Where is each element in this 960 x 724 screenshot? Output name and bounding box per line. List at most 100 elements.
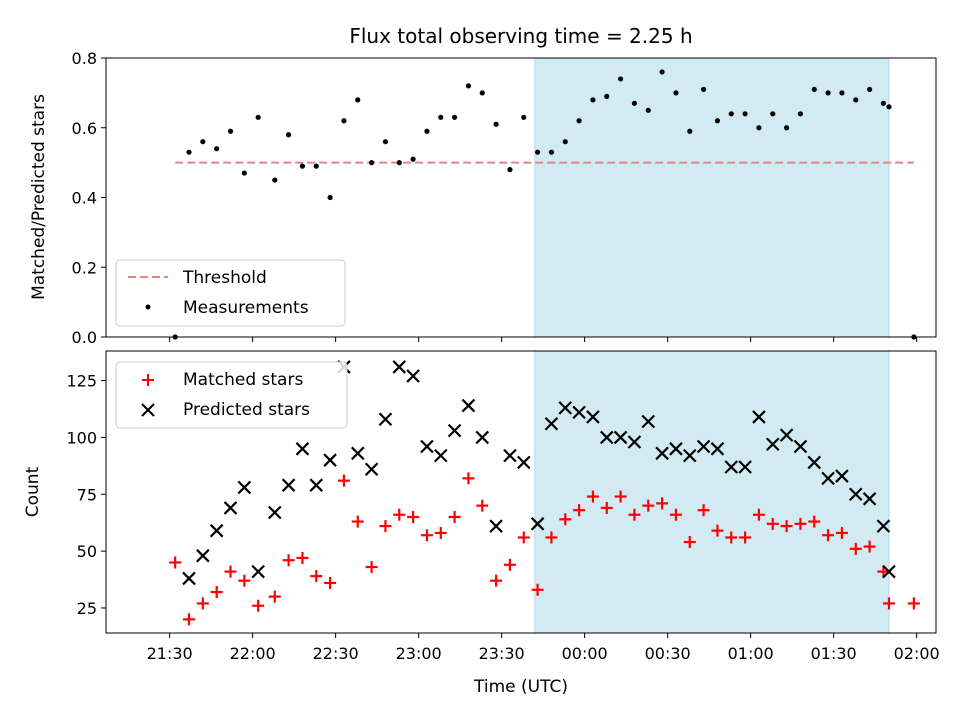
- matched-star-point: [849, 542, 862, 555]
- matched-star-point: [310, 570, 323, 583]
- matched-star-point: [517, 531, 530, 544]
- predicted-x-b: [461, 398, 476, 413]
- predicted-star-point: [323, 453, 337, 467]
- measurement-point: [756, 125, 762, 131]
- matched-star-point: [252, 599, 265, 612]
- predicted-x-b: [882, 564, 896, 579]
- predicted-star-point: [710, 442, 725, 456]
- measurement-point: [227, 128, 234, 134]
- predicted-star-point: [420, 439, 434, 454]
- top-panel-frame: [105, 57, 937, 338]
- predicted-x-b: [793, 439, 808, 454]
- matched-star-point: [882, 597, 895, 610]
- legend-matched-label: Matched stars: [183, 370, 303, 390]
- predicted-x-b: [862, 492, 877, 506]
- predicted-star-point: [882, 564, 896, 579]
- predicted-x-b: [475, 430, 490, 445]
- predicted-x-b: [267, 505, 282, 520]
- matched-star-point: [462, 472, 475, 485]
- predicted-star-point: [267, 505, 282, 520]
- predicted-star-point: [724, 460, 739, 474]
- top-y-tick-label: 0.6: [72, 119, 97, 138]
- measurement-point: [825, 90, 831, 96]
- measurement-point: [853, 97, 859, 103]
- measurement-point: [839, 90, 845, 96]
- measurement-point: [659, 69, 665, 75]
- predicted-star-point: [696, 439, 711, 454]
- predicted-star-point: [406, 369, 420, 383]
- measurement-point: [784, 125, 790, 131]
- matched-star-point: [296, 551, 309, 564]
- predicted-star-points: [182, 360, 896, 586]
- predicted-star-point: [599, 430, 614, 445]
- measurement-point: [272, 177, 278, 183]
- measurement-point: [562, 139, 568, 145]
- predicted-x-b: [406, 369, 420, 383]
- predicted-x-b: [392, 360, 407, 374]
- predicted-x-b: [572, 405, 586, 420]
- measurement-point: [255, 114, 261, 120]
- x-tick-label: 23:00: [396, 644, 442, 663]
- predicted-star-point: [738, 460, 752, 474]
- predicted-x-b: [237, 480, 252, 495]
- bottom-legend-box: [115, 361, 348, 429]
- predicted-star-point: [281, 478, 296, 492]
- measurement-point: [880, 100, 887, 106]
- matched-star-point: [614, 490, 627, 503]
- predicted-x-b: [807, 455, 822, 470]
- matched-star-point: [642, 499, 655, 512]
- highlight-span-bottom: [534, 350, 890, 634]
- matched-star-point: [752, 508, 765, 521]
- predicted-star-point: [237, 480, 252, 495]
- chart-title: Flux total observing time = 2.25 h: [349, 24, 692, 48]
- predicted-x-b: [281, 478, 296, 492]
- top-legend-box: [115, 259, 346, 327]
- predicted-star-point: [779, 428, 794, 442]
- predicted-x-b: [544, 416, 559, 431]
- matched-star-point: [794, 517, 807, 530]
- measurement-point: [396, 160, 402, 166]
- predicted-star-point: [295, 442, 310, 456]
- legend-predicted-label: Predicted stars: [183, 400, 310, 420]
- matched-star-point: [711, 524, 724, 537]
- x-tick-label: 01:30: [811, 644, 857, 663]
- predicted-x-b: [489, 519, 503, 533]
- matched-star-point: [808, 515, 821, 528]
- measurement-point: [521, 114, 527, 120]
- predicted-x-b: [558, 401, 573, 415]
- predicted-x-b: [378, 412, 393, 427]
- predicted-star-point: [613, 430, 628, 445]
- top-y-label: Matched/Predicted stars: [29, 94, 49, 300]
- matched-star-point: [531, 583, 544, 596]
- legend-measurement-dot-icon: [145, 304, 151, 310]
- predicted-star-point: [516, 455, 531, 470]
- matched-star-point: [490, 574, 503, 587]
- predicted-star-point: [503, 448, 517, 463]
- matched-star-point: [656, 497, 669, 510]
- matched-star-point: [169, 556, 182, 569]
- x-tick-label: 00:00: [562, 644, 608, 663]
- measurement-points: [172, 69, 917, 340]
- matched-star-point: [268, 590, 281, 603]
- predicted-star-point: [475, 430, 490, 445]
- measurement-point: [424, 128, 430, 134]
- matched-star-point: [238, 574, 251, 587]
- predicted-star-point: [807, 455, 822, 470]
- ratio-panel: 0.00.20.40.60.8 Matched/Predicted stars …: [29, 49, 937, 347]
- matched-star-point: [586, 490, 599, 503]
- x-tick-label: 21:30: [147, 644, 193, 663]
- measurement-point: [673, 90, 679, 96]
- legend-predicted-x-icon: [141, 403, 155, 417]
- measurement-point: [548, 149, 555, 155]
- measurement-point: [728, 111, 734, 117]
- measurement-point: [618, 76, 624, 82]
- predicted-star-point: [461, 398, 476, 413]
- matched-star-point: [628, 508, 641, 521]
- predicted-x-b: [641, 414, 656, 429]
- predicted-x-b: [655, 446, 669, 461]
- predicted-x-b: [251, 564, 265, 579]
- predicted-x-b: [516, 455, 531, 470]
- legend-threshold-label: Threshold: [182, 268, 267, 288]
- measurement-point: [410, 156, 416, 162]
- x-tick-label: 23:30: [479, 644, 525, 663]
